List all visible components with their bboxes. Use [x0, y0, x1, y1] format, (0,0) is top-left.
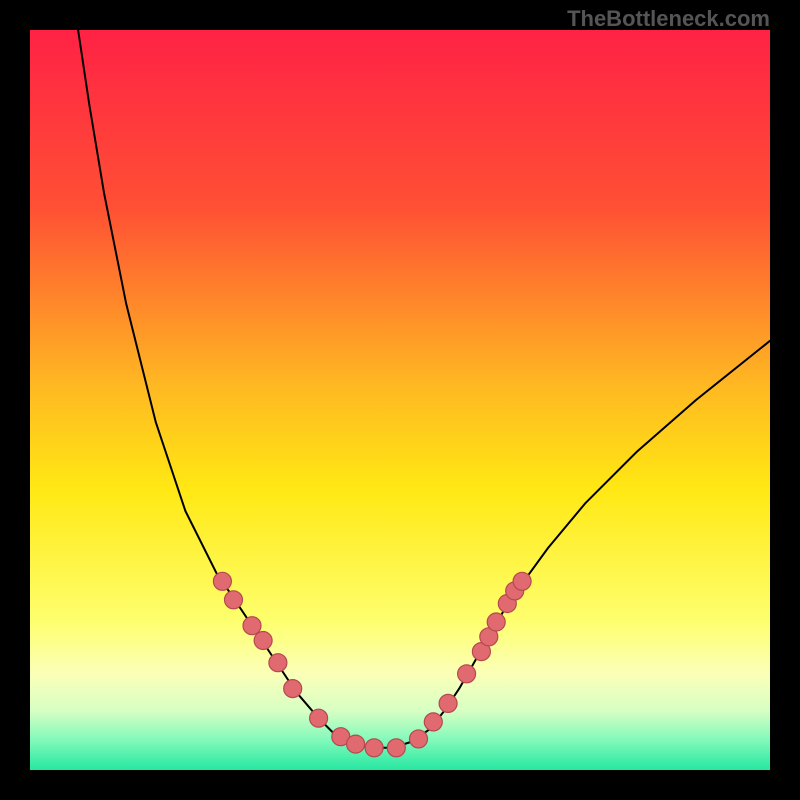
plot-area	[30, 30, 770, 770]
data-point	[284, 680, 302, 698]
data-point	[310, 709, 328, 727]
gradient-background	[30, 30, 770, 770]
data-point	[213, 572, 231, 590]
data-point	[439, 694, 457, 712]
data-point	[487, 613, 505, 631]
watermark-text: TheBottleneck.com	[567, 6, 770, 32]
data-point	[347, 735, 365, 753]
data-point	[243, 617, 261, 635]
data-point	[365, 739, 383, 757]
data-point	[410, 730, 428, 748]
data-point	[387, 739, 405, 757]
data-point	[513, 572, 531, 590]
chart-frame: TheBottleneck.com	[0, 0, 800, 800]
data-point	[225, 591, 243, 609]
data-point	[458, 665, 476, 683]
bottleneck-curve-chart	[30, 30, 770, 770]
data-point	[254, 632, 272, 650]
data-point	[269, 654, 287, 672]
data-point	[424, 713, 442, 731]
